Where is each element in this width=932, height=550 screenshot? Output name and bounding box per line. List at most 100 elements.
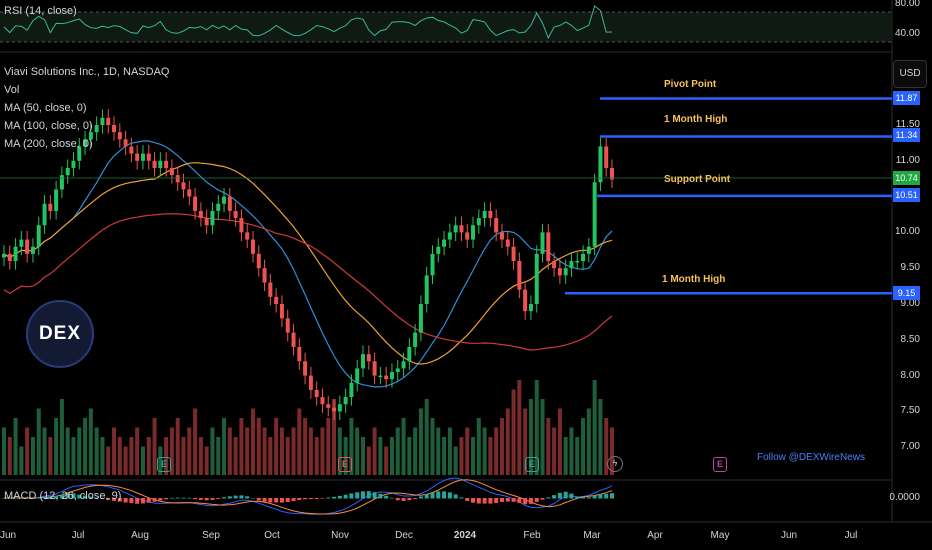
- earnings-marker-icon[interactable]: E: [157, 457, 171, 472]
- macd-histogram-bar: [499, 498, 504, 502]
- macd-histogram-bar: [7, 498, 12, 499]
- macd-histogram-bar: [112, 498, 117, 501]
- candle-body: [361, 354, 366, 369]
- time-tick: Jul: [71, 530, 85, 541]
- candle-body: [575, 261, 580, 263]
- candle-body: [552, 261, 557, 269]
- ma50-legend[interactable]: MA (50, close, 0): [4, 102, 87, 114]
- volume-bar: [291, 427, 296, 475]
- macd-histogram-bar: [227, 496, 232, 499]
- volume-bar: [436, 427, 441, 475]
- volume-bar: [610, 427, 614, 475]
- symbol-legend[interactable]: Viavi Solutions Inc., 1D, NASDAQ: [4, 66, 170, 78]
- ma100-legend[interactable]: MA (100, close, 0): [4, 120, 93, 132]
- candle-body: [471, 225, 476, 240]
- candle-body: [395, 368, 400, 373]
- volume-bar: [355, 427, 360, 475]
- future-earnings-marker-icon[interactable]: E: [713, 457, 727, 472]
- volume-bar: [320, 427, 325, 475]
- candle-body: [59, 175, 64, 190]
- volume-bar: [204, 446, 209, 475]
- macd-histogram-bar: [471, 498, 476, 503]
- macd-histogram-bar: [389, 497, 394, 499]
- macd-histogram-bar: [366, 491, 371, 499]
- macd-histogram-bar: [25, 498, 30, 499]
- candle-body: [326, 404, 331, 408]
- candle-body: [88, 132, 93, 140]
- macd-histogram-bar: [193, 498, 198, 500]
- macd-histogram-bar: [268, 498, 273, 503]
- volume-bar: [146, 437, 151, 475]
- candle-body: [528, 304, 533, 312]
- macd-histogram-bar: [326, 497, 331, 499]
- candle-body: [48, 203, 53, 211]
- macd-histogram-bar: [517, 498, 522, 504]
- macd-histogram-bar: [233, 495, 238, 499]
- macd-histogram-bar: [94, 497, 99, 499]
- macd-histogram-bar: [447, 492, 452, 499]
- rsi-legend[interactable]: RSI (14, close): [4, 5, 77, 17]
- macd-histogram-bar: [476, 498, 481, 504]
- volume-bar: [343, 437, 348, 475]
- candle-body: [152, 160, 157, 168]
- macd-histogram-bar: [54, 495, 59, 499]
- macd-histogram-bar: [30, 498, 35, 499]
- rsi-band: [0, 12, 892, 42]
- candle-body: [314, 389, 319, 398]
- candle-body: [7, 253, 12, 262]
- candle-body: [164, 160, 169, 168]
- volume-bar: [239, 418, 244, 475]
- support-price-tag: 10.51: [893, 188, 920, 202]
- candle-body: [123, 139, 128, 147]
- volume-bar: [233, 437, 238, 475]
- macd-histogram-bar: [250, 497, 255, 499]
- volume-bar: [598, 399, 603, 475]
- candle-body: [372, 361, 377, 376]
- candle-body: [586, 246, 591, 254]
- support-annotation: Support Point: [664, 174, 731, 185]
- month-high-annotation: 1 Month High: [664, 114, 728, 125]
- volume-bar: [193, 408, 198, 475]
- volume-bar: [413, 427, 418, 475]
- volume-bar: [517, 380, 522, 475]
- earnings-marker-icon[interactable]: E: [338, 457, 352, 472]
- lightning-icon[interactable]: ϟ: [607, 456, 623, 472]
- candle-body: [418, 304, 423, 333]
- volume-bar: [129, 437, 134, 475]
- macd-histogram-bar: [129, 498, 134, 504]
- candle-body: [198, 210, 203, 219]
- candle-body: [210, 210, 215, 226]
- currency-button[interactable]: USD: [893, 60, 927, 88]
- volume-bar: [210, 427, 215, 475]
- candle-body: [610, 167, 614, 180]
- candle-body: [227, 196, 232, 211]
- macd-legend[interactable]: MACD (12, 26, close, 9): [4, 490, 122, 502]
- candle-body: [499, 232, 504, 240]
- ma200-legend[interactable]: MA (200, close, 0): [4, 138, 93, 150]
- macd-histogram-bar: [424, 494, 429, 499]
- volume-bar: [586, 408, 591, 475]
- pivot-annotation: Pivot Point: [664, 79, 717, 90]
- candle-body: [424, 275, 429, 304]
- candle-body: [337, 404, 342, 412]
- macd-histogram-bar: [256, 498, 261, 501]
- month-high-2-price-tag: 9.15: [893, 286, 920, 300]
- candle-body: [83, 139, 88, 147]
- candle-body: [71, 160, 76, 168]
- candle-body: [193, 196, 198, 211]
- macd-histogram-bar: [187, 497, 192, 499]
- volume-bar: [528, 399, 533, 475]
- macd-histogram-bar: [158, 498, 163, 501]
- earnings-marker-icon[interactable]: E: [525, 457, 539, 472]
- macd-histogram-bar: [291, 498, 296, 502]
- candle-body: [233, 210, 238, 219]
- volume-bar: [581, 418, 586, 475]
- vol-legend[interactable]: Vol: [4, 84, 20, 96]
- volume-bar: [308, 427, 313, 475]
- macd-histogram-bar: [413, 498, 418, 499]
- candle-body: [569, 261, 574, 269]
- macd-histogram-bar: [245, 496, 250, 499]
- volume-bar: [285, 437, 290, 475]
- volume-bar: [540, 399, 545, 475]
